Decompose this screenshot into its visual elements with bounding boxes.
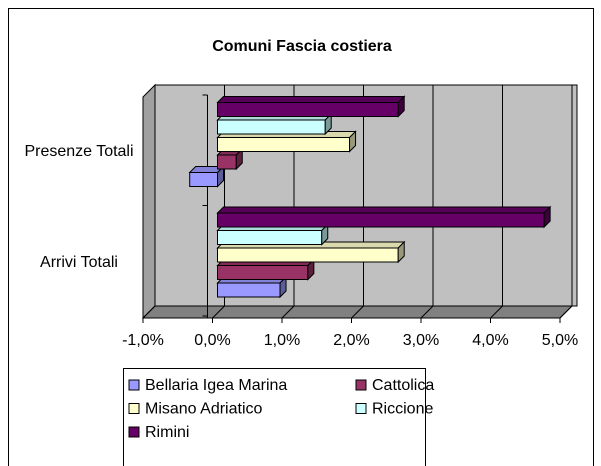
legend-label: Cattolica	[372, 377, 434, 394]
chart-title: Comuni Fascia costiera	[212, 38, 392, 55]
bar-front	[217, 282, 281, 298]
legend-swatch	[128, 426, 140, 438]
bar-front	[217, 230, 323, 245]
grid-line	[142, 85, 156, 319]
bar-front	[217, 154, 237, 170]
bar-side	[349, 130, 357, 153]
x-tick-label: -1,0%	[122, 332, 164, 349]
x-tick-label: 3,0%	[403, 332, 439, 349]
legend-label: Rimini	[145, 424, 189, 441]
x-tick-label: 5,0%	[542, 332, 578, 349]
bar-front	[217, 102, 399, 117]
bar-top	[216, 96, 406, 103]
legend-swatch	[355, 403, 367, 414]
y-tick-label: Presenze Totali	[24, 143, 134, 161]
y-tick-label: Arrivi Totali	[40, 253, 118, 271]
bar-front	[217, 247, 399, 263]
side-wall	[142, 83, 156, 320]
grid-line	[559, 85, 573, 319]
legend-label: Riccione	[372, 401, 433, 418]
legend-label: Misano Adriatico	[145, 401, 262, 418]
grid-line	[490, 85, 503, 319]
x-tick-label: 2,0%	[333, 332, 369, 349]
legend-swatch	[128, 379, 140, 391]
bar-side	[397, 95, 405, 118]
bar	[216, 205, 552, 229]
bar	[216, 95, 406, 118]
bar-side	[397, 240, 405, 264]
x-tick-label: 1,0%	[264, 332, 300, 349]
x-tick-label: 0,0%	[194, 332, 230, 349]
bar-front	[189, 172, 218, 187]
bar-front	[217, 119, 326, 135]
legend-swatch	[355, 379, 367, 391]
grid-line	[351, 85, 364, 319]
legend-swatch	[128, 403, 140, 414]
legend	[123, 368, 426, 466]
bar-front	[217, 265, 309, 280]
grid-line	[420, 85, 434, 319]
bar	[216, 147, 244, 171]
grid-line	[281, 85, 295, 319]
bar-front	[217, 212, 545, 228]
bar-front	[217, 137, 351, 152]
x-tick-label: 4,0%	[472, 332, 508, 349]
legend-label: Bellaria Igea Marina	[145, 377, 287, 394]
bar-top	[216, 206, 552, 214]
bar-side	[543, 205, 551, 229]
